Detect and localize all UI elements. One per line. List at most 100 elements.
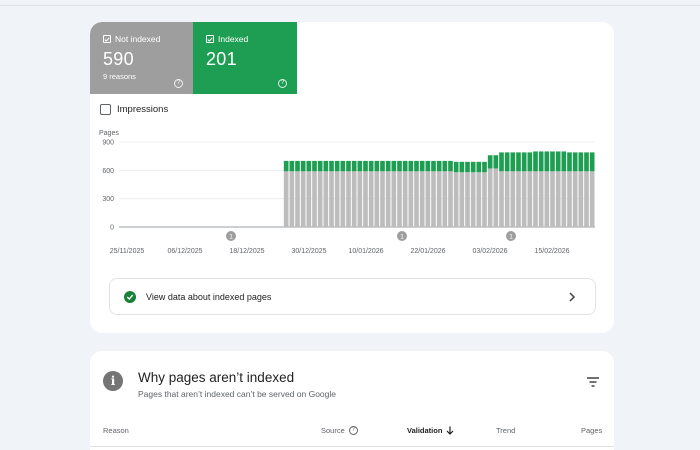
checkbox-unchecked-icon[interactable] — [100, 104, 111, 115]
column-pages-label: Pages — [581, 426, 603, 435]
section-subtitle: Pages that aren’t indexed can’t be serve… — [138, 389, 336, 399]
section-title: Why pages aren’t indexed — [138, 370, 295, 385]
bar-indexed — [323, 160, 329, 172]
bar-indexed — [385, 160, 391, 172]
bar-not-indexed — [357, 171, 363, 227]
bar-not-indexed — [419, 171, 425, 227]
bar-indexed — [448, 160, 453, 172]
bar-indexed — [516, 152, 521, 172]
annotation-marker[interactable] — [506, 231, 516, 241]
bar-indexed — [391, 160, 397, 172]
x-tick-label: 03/02/2026 — [472, 248, 507, 255]
bar-not-indexed — [465, 172, 470, 227]
x-tick-label: 06/12/2025 — [167, 248, 202, 255]
bar-indexed — [408, 160, 414, 172]
column-trend-label: Trend — [496, 426, 516, 435]
column-pages[interactable]: Pages — [581, 426, 602, 435]
help-icon[interactable]: ? — [278, 79, 287, 88]
bar-indexed — [334, 160, 340, 172]
bar-indexed — [306, 160, 312, 172]
page-indexing-card: Not indexed 590 9 reasons ? Indexed 201 … — [90, 22, 614, 333]
column-source[interactable]: Source? — [321, 426, 358, 435]
bar-not-indexed — [317, 171, 323, 227]
bar-not-indexed — [459, 172, 465, 227]
impressions-label: Impressions — [117, 104, 169, 115]
bar-not-indexed — [448, 171, 453, 227]
bar-indexed — [380, 160, 385, 172]
why-not-indexed-card: i Why pages aren’t indexed Pages that ar… — [90, 351, 614, 450]
column-validation-label: Validation — [407, 426, 443, 435]
not-indexed-tile[interactable]: Not indexed 590 9 reasons ? — [90, 22, 193, 94]
bar-indexed — [544, 151, 550, 172]
bar-not-indexed — [584, 171, 589, 227]
annotation-label: 1 — [400, 234, 404, 241]
bar-indexed — [340, 160, 346, 172]
column-source-label: Source — [321, 426, 345, 435]
bar-not-indexed — [470, 172, 476, 227]
bar-not-indexed — [476, 172, 482, 227]
bar-not-indexed — [289, 171, 295, 227]
bar-not-indexed — [334, 171, 340, 227]
bar-indexed — [442, 160, 448, 172]
column-reason[interactable]: Reason — [103, 426, 129, 435]
impressions-toggle[interactable]: Impressions — [100, 104, 168, 115]
bar-indexed — [493, 155, 499, 169]
bar-not-indexed — [561, 171, 567, 227]
bar-not-indexed — [482, 172, 487, 227]
pages-chart: Pages 900 600 300 0 1 1 1 25/11/2025 06/12/2025 18… — [99, 130, 595, 255]
bar-not-indexed — [527, 171, 533, 227]
bar-indexed — [300, 160, 306, 172]
annotation-marker[interactable] — [397, 231, 407, 241]
chevron-right-icon — [569, 292, 576, 302]
bar-not-indexed — [408, 171, 414, 227]
bar-not-indexed — [374, 171, 380, 227]
bar-indexed — [368, 160, 374, 172]
bar-indexed — [589, 152, 595, 172]
bar-not-indexed — [283, 171, 289, 227]
filter-icon[interactable] — [587, 377, 599, 387]
annotation-label: 1 — [229, 234, 233, 241]
help-icon[interactable]: ? — [174, 79, 183, 88]
bar-indexed — [561, 151, 567, 172]
info-icon: i — [103, 371, 123, 391]
x-tick-label: 30/12/2025 — [291, 248, 326, 255]
bar-not-indexed — [533, 171, 538, 227]
indexed-label-text: Indexed — [218, 34, 249, 44]
bar-indexed — [436, 160, 442, 172]
bar-indexed — [283, 160, 289, 172]
bar-indexed — [357, 160, 363, 172]
column-trend[interactable]: Trend — [496, 426, 515, 435]
column-validation[interactable]: Validation — [407, 426, 454, 435]
y-tick-label: 0 — [110, 225, 114, 232]
bar-not-indexed — [329, 171, 334, 227]
help-icon[interactable]: ? — [348, 426, 358, 435]
bar-indexed — [312, 160, 317, 172]
bar-not-indexed — [493, 168, 499, 227]
table-header-divider — [90, 446, 614, 447]
view-indexed-pages-link[interactable]: View data about indexed pages — [109, 278, 596, 315]
bar-not-indexed — [380, 171, 385, 227]
bar-not-indexed — [453, 172, 459, 227]
bar-not-indexed — [567, 171, 572, 227]
indexed-tile[interactable]: Indexed 201 ? — [193, 22, 297, 94]
annotation-marker[interactable] — [226, 231, 236, 241]
bar-not-indexed — [516, 171, 521, 227]
bar-not-indexed — [397, 171, 402, 227]
bar-indexed — [425, 160, 431, 172]
bar-indexed — [397, 160, 402, 172]
bar-indexed — [431, 160, 436, 172]
view-indexed-pages-text: View data about indexed pages — [146, 292, 272, 302]
bar-not-indexed — [391, 171, 397, 227]
bar-not-indexed — [340, 171, 346, 227]
bar-indexed — [351, 160, 357, 172]
bar-not-indexed — [323, 171, 329, 227]
bar-indexed — [584, 152, 589, 172]
x-tick-label: 15/02/2026 — [534, 248, 569, 255]
bar-not-indexed — [521, 171, 527, 227]
not-indexed-label-text: Not indexed — [115, 34, 161, 44]
bar-not-indexed — [487, 168, 493, 227]
bar-not-indexed — [306, 171, 312, 227]
bar-indexed — [527, 152, 533, 172]
bar-indexed — [470, 161, 476, 173]
bar-not-indexed — [300, 171, 306, 227]
